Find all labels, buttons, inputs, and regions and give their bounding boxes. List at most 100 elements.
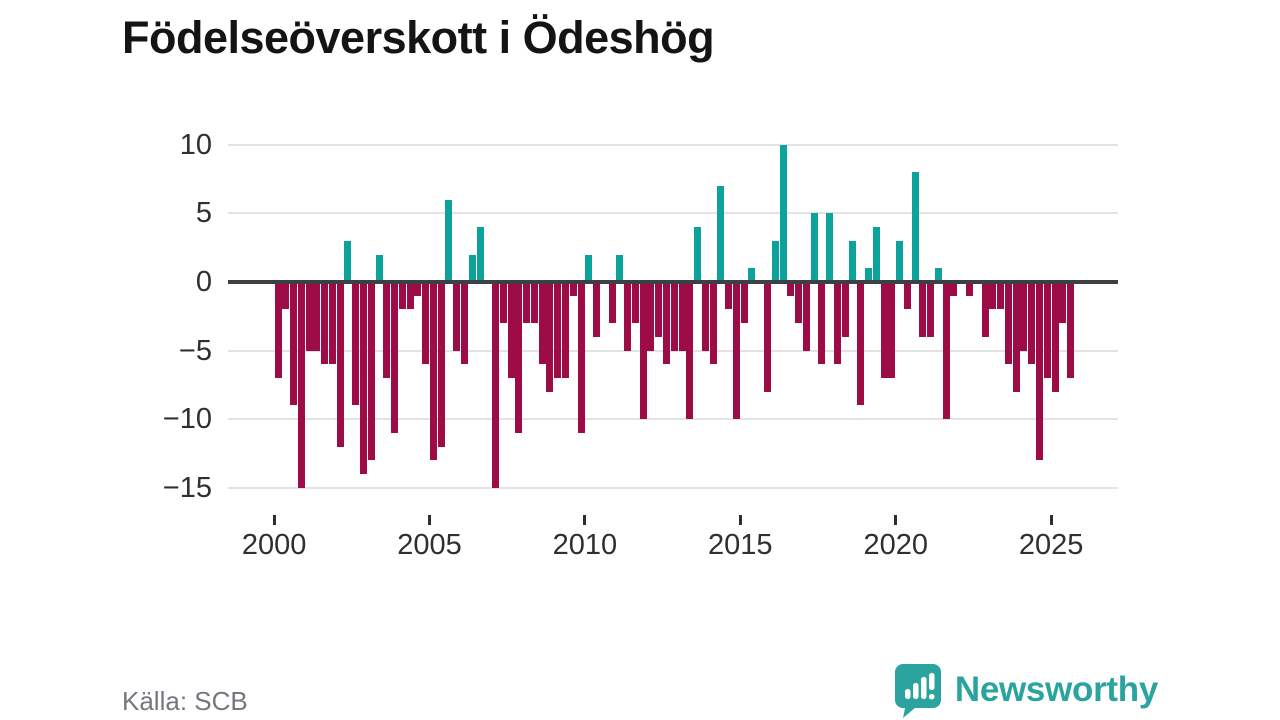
- positive-bar: [375, 254, 383, 282]
- negative-bar: [569, 281, 577, 296]
- positive-bar: [468, 254, 476, 282]
- x-tick-label: 2010: [552, 529, 618, 561]
- chart-title: Födelseöverskott i Ödeshög: [122, 12, 715, 63]
- negative-bar: [352, 281, 360, 406]
- negative-bar: [903, 281, 911, 310]
- negative-bar: [942, 281, 950, 420]
- x-tick-mark: [428, 515, 431, 525]
- negative-bar: [663, 281, 670, 365]
- negative-bar: [359, 281, 367, 475]
- x-axis: 2000 2005 2010 2015 2020 2025: [228, 496, 1118, 576]
- positive-bar: [616, 254, 624, 282]
- negative-bar: [499, 281, 507, 324]
- negative-bar: [818, 281, 826, 365]
- positive-bar: [694, 227, 702, 282]
- x-tick-mark: [583, 515, 587, 525]
- x-tick-mark: [894, 515, 898, 525]
- positive-bar: [445, 199, 453, 282]
- negative-bar: [670, 281, 678, 351]
- y-tick-label: 5: [195, 197, 212, 230]
- negative-bar: [880, 281, 888, 378]
- y-tick-label: 10: [179, 128, 212, 161]
- negative-bar: [282, 281, 290, 310]
- negative-bar: [686, 281, 694, 420]
- x-tick-mark: [272, 515, 276, 525]
- gridline: [228, 143, 1118, 146]
- negative-bar: [561, 281, 569, 378]
- negative-bar: [290, 281, 298, 406]
- negative-bar: [1035, 281, 1043, 461]
- negative-bar: [453, 281, 461, 351]
- source-note: Källa: SCB: [122, 686, 248, 716]
- x-tick-label: 2020: [863, 529, 928, 561]
- negative-bar: [1067, 281, 1075, 378]
- y-axis-labels: 10 5 0 −5 −10 −15: [118, 129, 212, 504]
- x-tick-label: 2005: [397, 529, 462, 561]
- negative-bar: [492, 281, 500, 488]
- negative-bar: [593, 281, 601, 337]
- negative-bar: [997, 281, 1005, 310]
- negative-bar: [1028, 281, 1036, 365]
- positive-bar: [748, 268, 756, 282]
- negative-bar: [919, 281, 927, 337]
- negative-bar: [577, 281, 585, 433]
- positive-bar: [771, 240, 779, 282]
- negative-bar: [678, 281, 686, 351]
- gridline: [228, 349, 1118, 352]
- negative-bar: [460, 281, 468, 365]
- negative-bar: [305, 281, 313, 351]
- positive-bar: [810, 213, 818, 282]
- negative-bar: [647, 281, 655, 351]
- positive-bar: [872, 227, 880, 282]
- negative-bar: [297, 281, 305, 488]
- zero-line: [228, 279, 1118, 284]
- negative-bar: [336, 281, 344, 447]
- negative-bar: [655, 281, 663, 337]
- negative-bar: [795, 281, 803, 324]
- negative-bar: [981, 281, 989, 337]
- positive-bar: [896, 240, 904, 282]
- negative-bar: [422, 281, 430, 365]
- negative-bar: [1012, 281, 1020, 392]
- negative-bar: [888, 281, 896, 378]
- negative-bar: [1059, 281, 1067, 324]
- x-tick-mark: [738, 515, 742, 525]
- y-tick-label: 0: [195, 265, 212, 298]
- negative-bar: [989, 281, 997, 310]
- negative-bar: [927, 281, 935, 337]
- y-tick-label: −5: [178, 334, 212, 367]
- negative-bar: [725, 281, 733, 310]
- newsworthy-bubble-chart-icon: [893, 662, 943, 718]
- newsworthy-logo-text: Newsworthy: [954, 670, 1158, 709]
- negative-bar: [383, 281, 391, 378]
- negative-bar: [833, 281, 841, 365]
- positive-bar: [911, 172, 919, 282]
- positive-bar: [826, 213, 834, 282]
- positive-bar: [779, 144, 787, 282]
- plot-area: [228, 140, 1118, 496]
- negative-bar: [1051, 281, 1059, 392]
- positive-bar: [934, 268, 942, 282]
- negative-bar: [802, 281, 810, 351]
- negative-bar: [764, 281, 771, 392]
- negative-bar: [507, 281, 515, 378]
- negative-bar: [274, 281, 282, 378]
- negative-bar: [950, 281, 958, 296]
- negative-bar: [546, 281, 554, 392]
- x-tick-label: 2025: [1018, 529, 1084, 561]
- negative-bar: [857, 281, 865, 406]
- y-tick-label: −10: [162, 403, 212, 436]
- negative-bar: [313, 281, 321, 351]
- newsworthy-logo: Newsworthy: [893, 662, 1158, 718]
- negative-bar: [523, 281, 531, 324]
- negative-bar: [1020, 281, 1028, 351]
- negative-bar: [608, 281, 616, 324]
- negative-bar: [414, 281, 422, 296]
- x-tick-mark: [1049, 515, 1053, 525]
- negative-bar: [391, 281, 399, 433]
- x-tick-label: 2000: [241, 529, 307, 561]
- negative-bar: [328, 281, 336, 365]
- negative-bar: [538, 281, 546, 365]
- negative-bar: [639, 281, 647, 420]
- positive-bar: [865, 268, 873, 282]
